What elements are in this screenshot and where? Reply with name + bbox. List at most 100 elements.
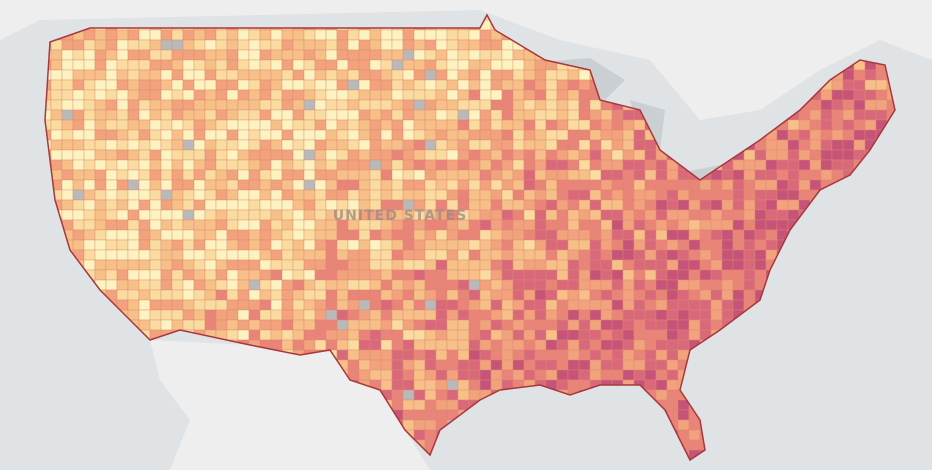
county bbox=[622, 199, 635, 211]
county bbox=[413, 269, 426, 281]
county bbox=[380, 259, 393, 271]
county bbox=[171, 299, 184, 311]
county bbox=[787, 119, 800, 131]
county bbox=[215, 309, 228, 321]
county bbox=[94, 129, 107, 141]
county bbox=[83, 39, 96, 51]
county bbox=[61, 209, 74, 221]
county bbox=[149, 289, 162, 301]
county bbox=[149, 99, 162, 111]
county bbox=[545, 179, 558, 191]
county bbox=[171, 279, 184, 291]
county bbox=[127, 209, 140, 221]
county bbox=[479, 69, 492, 81]
county bbox=[171, 79, 184, 91]
county bbox=[479, 359, 492, 371]
county bbox=[193, 319, 206, 331]
county bbox=[523, 209, 536, 221]
county bbox=[391, 79, 404, 91]
county bbox=[413, 229, 426, 241]
county bbox=[556, 249, 569, 261]
county bbox=[281, 199, 294, 211]
county bbox=[424, 189, 437, 201]
county bbox=[457, 289, 470, 301]
county bbox=[677, 259, 690, 271]
county bbox=[490, 79, 503, 91]
county bbox=[666, 299, 679, 311]
county bbox=[358, 79, 371, 91]
county bbox=[237, 169, 250, 181]
county bbox=[347, 69, 360, 81]
county bbox=[314, 79, 327, 91]
county bbox=[325, 319, 338, 331]
county bbox=[710, 289, 723, 301]
county bbox=[787, 209, 800, 221]
county bbox=[479, 139, 492, 151]
county bbox=[413, 379, 426, 391]
county bbox=[193, 119, 206, 131]
county bbox=[633, 229, 646, 241]
county bbox=[336, 29, 349, 41]
county bbox=[358, 299, 371, 311]
county bbox=[116, 179, 129, 191]
county bbox=[248, 299, 261, 311]
county bbox=[446, 49, 459, 61]
county bbox=[193, 29, 206, 41]
county bbox=[413, 259, 426, 271]
county bbox=[380, 99, 393, 111]
county bbox=[391, 339, 404, 351]
county bbox=[171, 309, 184, 321]
county bbox=[688, 309, 701, 321]
county bbox=[523, 239, 536, 251]
county bbox=[490, 349, 503, 361]
county bbox=[424, 419, 437, 431]
county bbox=[94, 219, 107, 231]
county bbox=[94, 79, 107, 91]
county bbox=[545, 309, 558, 321]
county bbox=[369, 59, 382, 71]
county bbox=[116, 149, 129, 161]
county bbox=[743, 249, 756, 261]
county bbox=[358, 89, 371, 101]
county bbox=[655, 289, 668, 301]
county bbox=[358, 369, 371, 381]
county bbox=[325, 299, 338, 311]
county bbox=[556, 209, 569, 221]
county bbox=[380, 179, 393, 191]
county bbox=[347, 59, 360, 71]
county bbox=[270, 209, 283, 221]
county bbox=[622, 159, 635, 171]
county bbox=[358, 69, 371, 81]
county bbox=[611, 219, 624, 231]
county bbox=[160, 229, 173, 241]
county bbox=[303, 249, 316, 261]
county bbox=[61, 189, 74, 201]
county bbox=[424, 89, 437, 101]
county bbox=[226, 169, 239, 181]
county bbox=[226, 289, 239, 301]
county bbox=[336, 289, 349, 301]
county bbox=[677, 419, 690, 431]
county bbox=[336, 119, 349, 131]
county bbox=[468, 79, 481, 91]
county bbox=[424, 249, 437, 261]
county bbox=[314, 259, 327, 271]
county bbox=[116, 169, 129, 181]
county bbox=[501, 189, 514, 201]
county bbox=[468, 69, 481, 81]
county bbox=[325, 239, 338, 251]
county bbox=[116, 199, 129, 211]
mexico bbox=[150, 340, 430, 470]
county bbox=[798, 189, 811, 201]
county bbox=[325, 39, 338, 51]
county bbox=[358, 339, 371, 351]
county bbox=[545, 159, 558, 171]
county bbox=[314, 219, 327, 231]
county bbox=[446, 249, 459, 261]
county bbox=[457, 369, 470, 381]
county bbox=[105, 179, 118, 191]
county bbox=[523, 359, 536, 371]
county bbox=[116, 289, 129, 301]
county bbox=[545, 99, 558, 111]
county bbox=[292, 39, 305, 51]
